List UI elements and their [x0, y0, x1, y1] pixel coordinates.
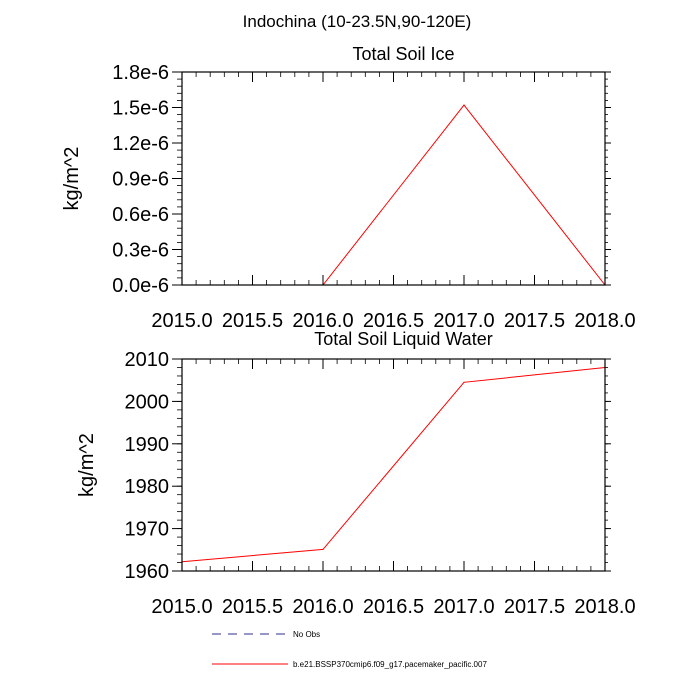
- x-tick-label: 2015.0: [151, 596, 212, 618]
- series-line: [182, 104, 606, 286]
- x-tick-label: 2016.5: [363, 596, 424, 618]
- y-tick-label: 0.6e-6: [112, 204, 169, 226]
- y-tick-label: 1960: [125, 561, 170, 583]
- x-tick-label: 2015.5: [222, 596, 283, 618]
- legend-label: b.e21.BSSP370cmip6.f09_g17.pacemaker_pac…: [293, 660, 487, 669]
- y-tick-label: 1.5e-6: [112, 98, 169, 120]
- data-point: [322, 548, 324, 550]
- data-point: [463, 104, 465, 106]
- x-tick-label: 2016.5: [363, 310, 424, 332]
- data-point: [463, 381, 465, 383]
- y-tick-label: 1990: [125, 434, 170, 456]
- y-tick-label: 0.0e-6: [112, 275, 169, 297]
- x-tick-label: 2015.0: [151, 310, 212, 332]
- chart-panel-2: Total Soil Liquid Water kg/m^2 2015.0 2015.…: [76, 329, 636, 618]
- y-tick-label: 2000: [125, 391, 170, 413]
- chart-title: Total Soil Liquid Water: [314, 329, 492, 349]
- plot-frame: [181, 358, 606, 572]
- x-tick-label: 2017.0: [433, 596, 494, 618]
- x-tick-label: 2016.0: [292, 310, 353, 332]
- y-tick-label: 0.9e-6: [112, 169, 169, 191]
- legend: No Obs b.e21.BSSP370cmip6.f09_g17.pacemak…: [212, 630, 487, 669]
- panels: Total Soil Ice kg/m^2 2015.0 2015.5 2016.0 20…: [61, 44, 636, 618]
- y-tick-label: 1.2e-6: [112, 133, 169, 155]
- plot-frame: [181, 71, 606, 286]
- x-tick-label: 2015.5: [222, 310, 283, 332]
- y-tick-label: 1.8e-6: [112, 62, 169, 84]
- x-tick-label: 2018.0: [574, 310, 635, 332]
- figure-title: Indochina (10-23.5N,90-120E): [243, 12, 472, 31]
- x-tick-label: 2017.5: [504, 596, 565, 618]
- series-line: [181, 367, 606, 563]
- chart-title: Total Soil Ice: [352, 44, 454, 64]
- y-tick-label: 2010: [125, 349, 170, 371]
- legend-label: No Obs: [293, 630, 320, 639]
- y-tick-label: 1970: [125, 519, 170, 541]
- x-tick-label: 2018.0: [574, 596, 635, 618]
- chart-panel-1: Total Soil Ice kg/m^2 2015.0 2015.5 2016.0 20…: [61, 44, 636, 332]
- y-tick-label: 0.3e-6: [112, 240, 169, 262]
- x-tick-label: 2017.5: [504, 310, 565, 332]
- y-tick-label: 1980: [125, 476, 170, 498]
- x-tick-label: 2016.0: [292, 596, 353, 618]
- x-tick-label: 2017.0: [433, 310, 494, 332]
- y-axis-label: kg/m^2: [61, 147, 83, 211]
- y-axis-label: kg/m^2: [76, 433, 98, 497]
